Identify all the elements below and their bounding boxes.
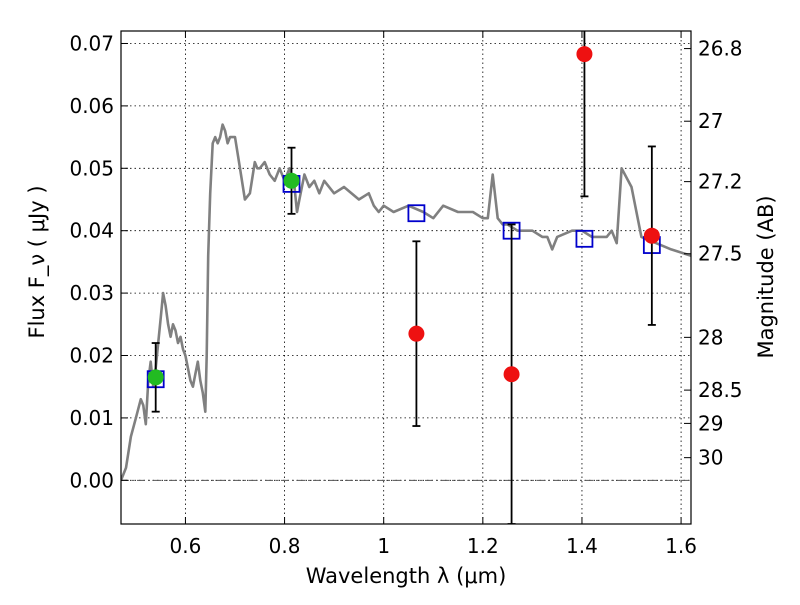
x-tick-label: 1.2: [467, 534, 499, 558]
model-photometry-square: [407, 204, 426, 223]
x-axis-label: Wavelength λ (μm): [306, 564, 507, 588]
model-spectrum-line: [121, 123, 691, 481]
y2-tick-label: 28: [698, 325, 723, 349]
y2-tick-label: 28.5: [698, 378, 743, 402]
y-tick-label: 0.04: [69, 219, 114, 243]
y2-tick-label: 29: [698, 411, 723, 435]
y-tick-label: 0.06: [69, 94, 114, 118]
x-tick-label: 0.8: [269, 534, 301, 558]
y2-tick-label: 30: [698, 446, 723, 470]
observed-flux-point: [643, 227, 660, 244]
y2-tick-label: 26.8: [698, 37, 743, 61]
observed-flux-point: [408, 325, 425, 342]
y-tick-label: 0.03: [69, 281, 114, 305]
y2-axis-label: Magnitude (AB): [754, 195, 778, 358]
y-axis-label: Flux F_ν ( μJy ): [25, 185, 50, 338]
y-tick-label: 0.07: [69, 31, 114, 55]
y-tick-label: 0.01: [69, 406, 114, 430]
y2-tick-label: 27.2: [698, 170, 743, 194]
observed-flux-point: [147, 369, 164, 386]
observed-flux-point: [283, 172, 300, 189]
y-tick-label: 0.05: [69, 156, 114, 180]
observed-flux-point: [576, 46, 593, 63]
model-photometry-square: [575, 229, 594, 248]
observed-flux-point: [503, 366, 520, 383]
y2-tick-label: 27.5: [698, 242, 743, 266]
axes-layer: 0.6 0.8 1 1.2 1.4 1.6 0.00 0.01 0.02 0.03 0.04 0.05…: [69, 30, 743, 558]
y-tick-label: 0.02: [69, 344, 114, 368]
y-tick-label: 0.00: [69, 468, 114, 492]
x-tick-label: 0.6: [170, 534, 202, 558]
y2-tick-label: 27: [698, 109, 723, 133]
x-tick-label: 1.4: [566, 534, 598, 558]
x-tick-label: 1.6: [665, 534, 697, 558]
plot-frame: [120, 30, 692, 525]
x-tick-label: 1: [377, 534, 390, 558]
plot-layer: [121, 31, 691, 524]
